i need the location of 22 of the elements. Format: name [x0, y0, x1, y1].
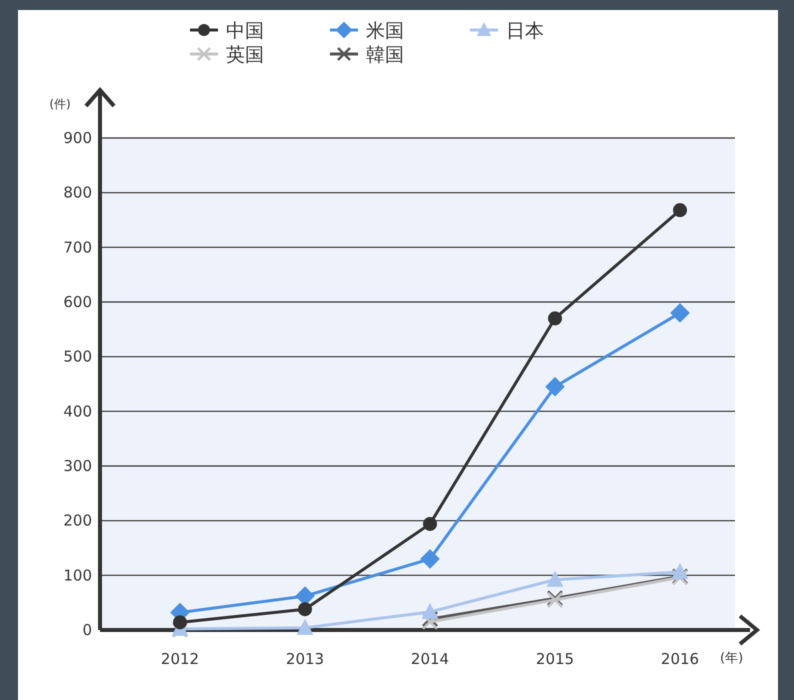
- legend-label: 中国: [226, 20, 264, 42]
- y-tick-label: 800: [63, 184, 92, 202]
- y-tick-label: 0: [82, 621, 92, 639]
- y-tick-label: 500: [63, 348, 92, 366]
- x-tick-label: 2016: [660, 650, 700, 668]
- legend-label: 英国: [226, 44, 264, 66]
- legend-label: 日本: [506, 20, 544, 42]
- y-tick-label: 300: [63, 457, 92, 475]
- y-tick-label: 400: [63, 402, 92, 420]
- y-tick-label: 100: [63, 566, 92, 584]
- y-tick-label: 700: [63, 238, 92, 256]
- y-axis-title: (件): [49, 97, 71, 111]
- x-tick-label: 2015: [536, 650, 574, 668]
- x-tick-label: 2012: [160, 650, 200, 668]
- legend-label: 韓国: [366, 44, 404, 66]
- x-axis-title: (年): [720, 651, 744, 666]
- y-tick-label: 200: [63, 512, 92, 530]
- y-tick-label: 900: [63, 129, 92, 147]
- x-tick-label: 2014: [410, 650, 450, 668]
- x-tick-label: 2013: [286, 650, 324, 668]
- y-tick-label: 600: [63, 293, 92, 311]
- legend-label: 米国: [366, 20, 404, 42]
